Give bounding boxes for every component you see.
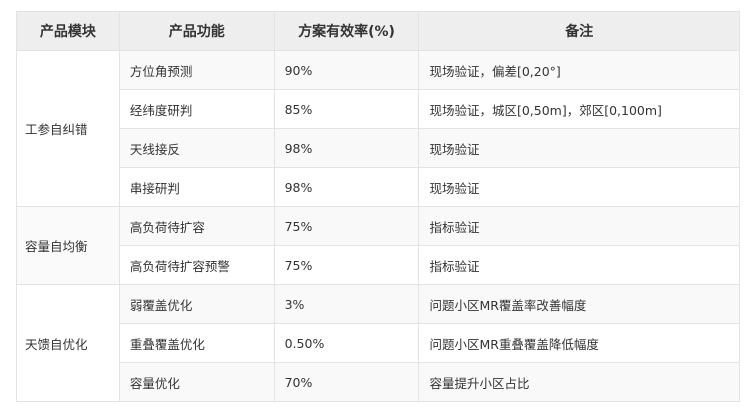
module-cell: 天馈自优化 [16, 284, 120, 402]
rate-cell: 75% [273, 245, 420, 285]
note-cell: 现场验证 [418, 128, 740, 168]
table-row: 经纬度研判 85% 现场验证，城区[0,50m]，郊区[0,100m] [17, 89, 740, 129]
table-row: 天馈自优化 弱覆盖优化 3% 问题小区MR覆盖率改善幅度 [16, 284, 740, 402]
note-cell: 现场验证，城区[0,50m]，郊区[0,100m] [418, 89, 740, 129]
header-rate: 方案有效率(%) [273, 11, 420, 51]
feature-cell: 方位角预测 [118, 50, 275, 90]
note-cell: 现场验证，偏差[0,20°] [418, 50, 740, 90]
feature-cell: 重叠覆盖优化 [118, 323, 275, 363]
note-cell: 现场验证 [418, 167, 740, 207]
table-row: 容量自均衡 高负荷待扩容 75% 指标验证 [16, 206, 740, 285]
feature-cell: 高负荷待扩容 [118, 206, 275, 246]
feature-cell: 经纬度研判 [118, 89, 275, 129]
note-cell: 指标验证 [418, 206, 740, 246]
table-row: 高负荷待扩容预警 75% 指标验证 [17, 245, 740, 285]
header-module: 产品模块 [16, 11, 120, 51]
module-cell: 容量自均衡 [16, 206, 120, 285]
note-cell: 问题小区MR重叠覆盖降低幅度 [418, 323, 740, 363]
rate-cell: 98% [273, 167, 420, 207]
header-feature: 产品功能 [118, 11, 275, 51]
rate-cell: 75% [273, 206, 420, 246]
rate-cell: 3% [273, 284, 420, 324]
table-row: 串接研判 98% 现场验证 [17, 167, 740, 207]
feature-cell: 高负荷待扩容预警 [118, 245, 275, 285]
rate-cell: 98% [273, 128, 420, 168]
feature-cell: 容量优化 [118, 362, 275, 402]
note-cell: 指标验证 [418, 245, 740, 285]
rate-cell: 70% [273, 362, 420, 402]
note-cell: 容量提升小区占比 [418, 362, 740, 402]
feature-cell: 弱覆盖优化 [118, 284, 275, 324]
note-cell: 问题小区MR覆盖率改善幅度 [418, 284, 740, 324]
table-row: 容量优化 70% 容量提升小区占比 [17, 362, 740, 402]
table-row: 工参自纠错 方位角预测 90% 现场验证，偏差[0,20°] [16, 50, 740, 207]
feature-cell: 天线接反 [118, 128, 275, 168]
feature-cell: 串接研判 [118, 167, 275, 207]
efficiency-table: 产品模块 产品功能 方案有效率(%) 备注 工参自纠错 方位角预测 90% 现场… [16, 11, 740, 402]
rate-cell: 85% [273, 89, 420, 129]
table-row: 重叠覆盖优化 0.50% 问题小区MR重叠覆盖降低幅度 [17, 323, 740, 363]
header-note: 备注 [418, 11, 740, 51]
module-cell: 工参自纠错 [16, 50, 120, 207]
rate-cell: 0.50% [273, 323, 420, 363]
rate-cell: 90% [273, 50, 420, 90]
table-header-row: 产品模块 产品功能 方案有效率(%) 备注 [16, 11, 740, 51]
table-row: 天线接反 98% 现场验证 [17, 128, 740, 168]
